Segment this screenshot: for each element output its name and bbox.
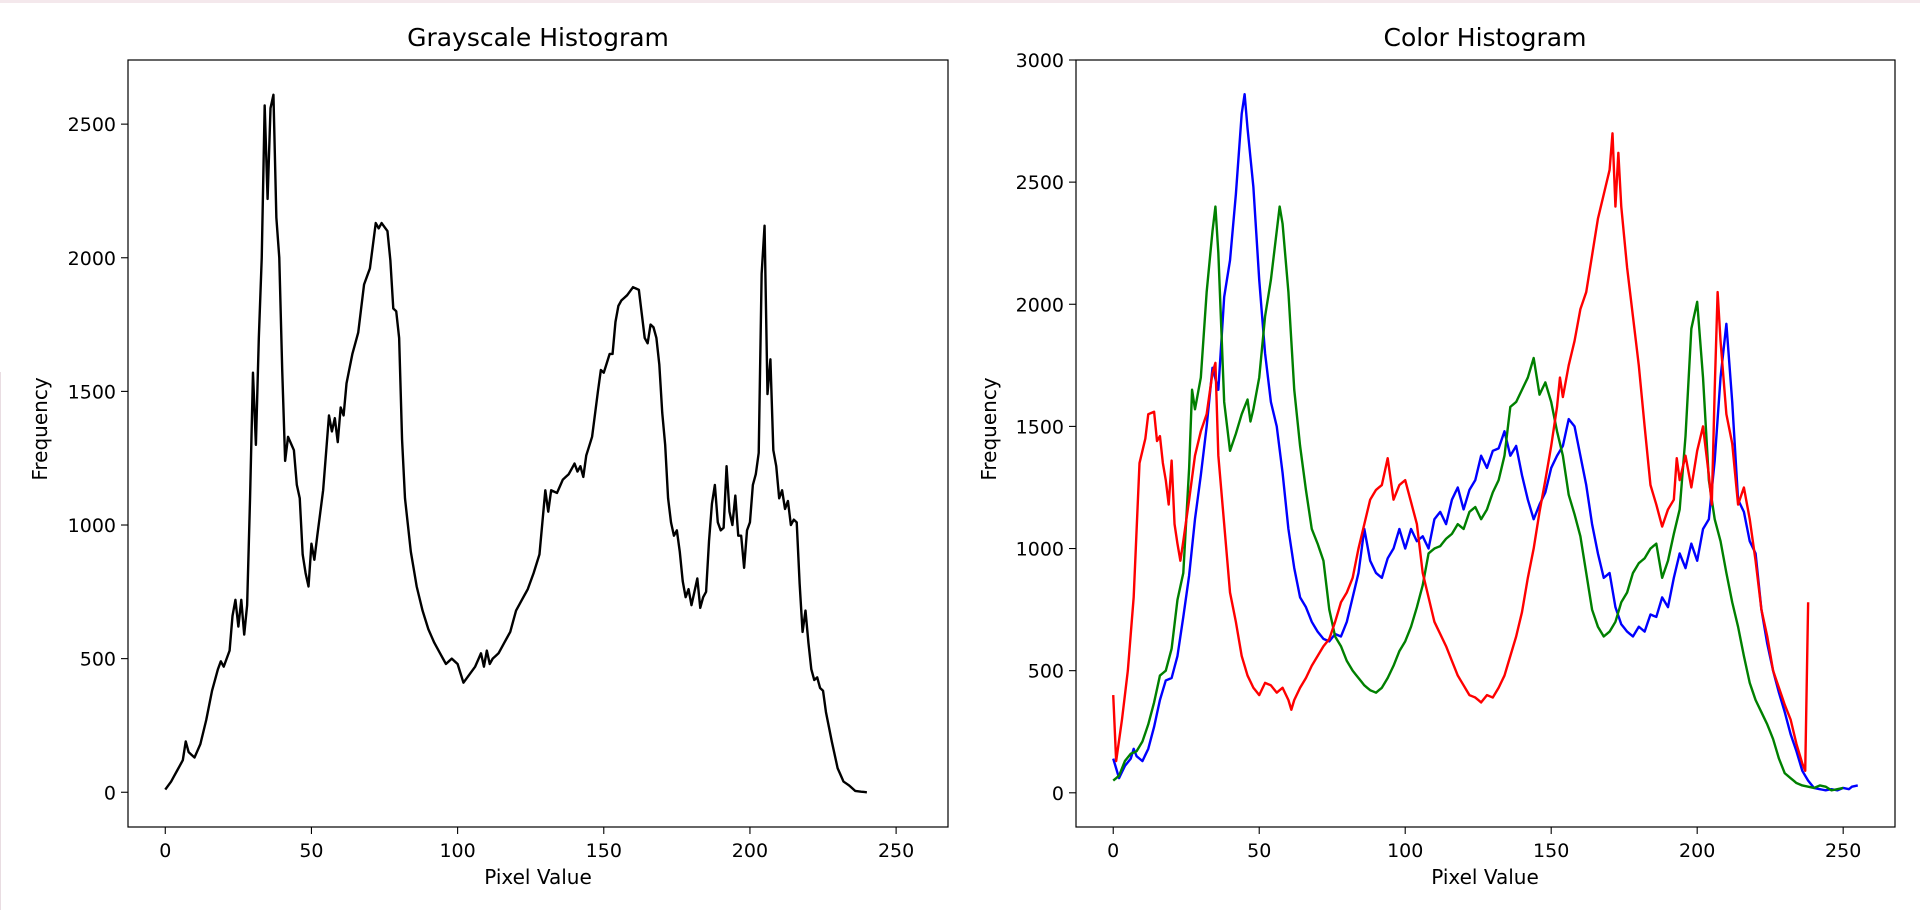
color-axes-frame <box>1075 59 1896 828</box>
grayscale-y-tick-label: 1500 <box>68 381 116 403</box>
color-x-tick-label: 100 <box>1387 840 1423 862</box>
grayscale-x-tick-label: 200 <box>732 840 768 862</box>
color-y-tick-label: 1500 <box>1016 416 1064 438</box>
color-blue-series-line <box>1112 93 1859 792</box>
grayscale-histogram-xlabel: Pixel Value <box>484 865 592 889</box>
color-x-tick-label: 200 <box>1679 840 1715 862</box>
grayscale-y-tick-label: 0 <box>104 782 116 804</box>
grayscale-x-tick-label: 50 <box>299 840 323 862</box>
grayscale-y-tick-label: 1000 <box>68 515 116 537</box>
grayscale-histogram-panel: Grayscale Histogram Pixel Value Frequenc… <box>28 23 949 889</box>
color-y-tick-label: 1000 <box>1016 539 1064 561</box>
window-top-border <box>0 0 1920 3</box>
color-y-tick-label: 3000 <box>1016 50 1064 72</box>
color-x-tick-label: 150 <box>1533 840 1569 862</box>
grayscale-y-tick-label: 500 <box>80 649 116 671</box>
grayscale-gray-series-line <box>164 93 867 794</box>
color-histogram-xlabel: Pixel Value <box>1431 865 1539 889</box>
grayscale-axes-frame <box>127 59 949 828</box>
color-x-tick-label: 0 <box>1107 840 1119 862</box>
grayscale-histogram-ylabel: Frequency <box>28 377 52 480</box>
color-x-tick-label: 50 <box>1247 840 1271 862</box>
color-green-series-line <box>1112 205 1844 792</box>
color-x-tick-label: 250 <box>1825 840 1861 862</box>
grayscale-x-tick-label: 150 <box>586 840 622 862</box>
grayscale-x-tick-label: 100 <box>439 840 475 862</box>
color-y-tick-label: 2000 <box>1016 294 1064 316</box>
color-histogram-ylabel: Frequency <box>977 377 1001 480</box>
grayscale-x-tick-label: 0 <box>159 840 171 862</box>
grayscale-histogram-title: Grayscale Histogram <box>407 23 669 52</box>
color-red-series-line <box>1112 132 1810 773</box>
grayscale-y-tick-label: 2000 <box>68 248 116 270</box>
color-y-tick-label: 0 <box>1052 783 1064 805</box>
color-y-tick-label: 2500 <box>1016 172 1064 194</box>
color-histogram-title: Color Histogram <box>1384 23 1587 52</box>
grayscale-y-tick-label: 2500 <box>68 114 116 136</box>
color-histogram-panel: Color Histogram Pixel Value Frequency 0 5… <box>977 23 1896 889</box>
color-y-tick-label: 500 <box>1028 661 1064 683</box>
window-left-border <box>0 372 1 910</box>
grayscale-x-tick-label: 250 <box>878 840 914 862</box>
